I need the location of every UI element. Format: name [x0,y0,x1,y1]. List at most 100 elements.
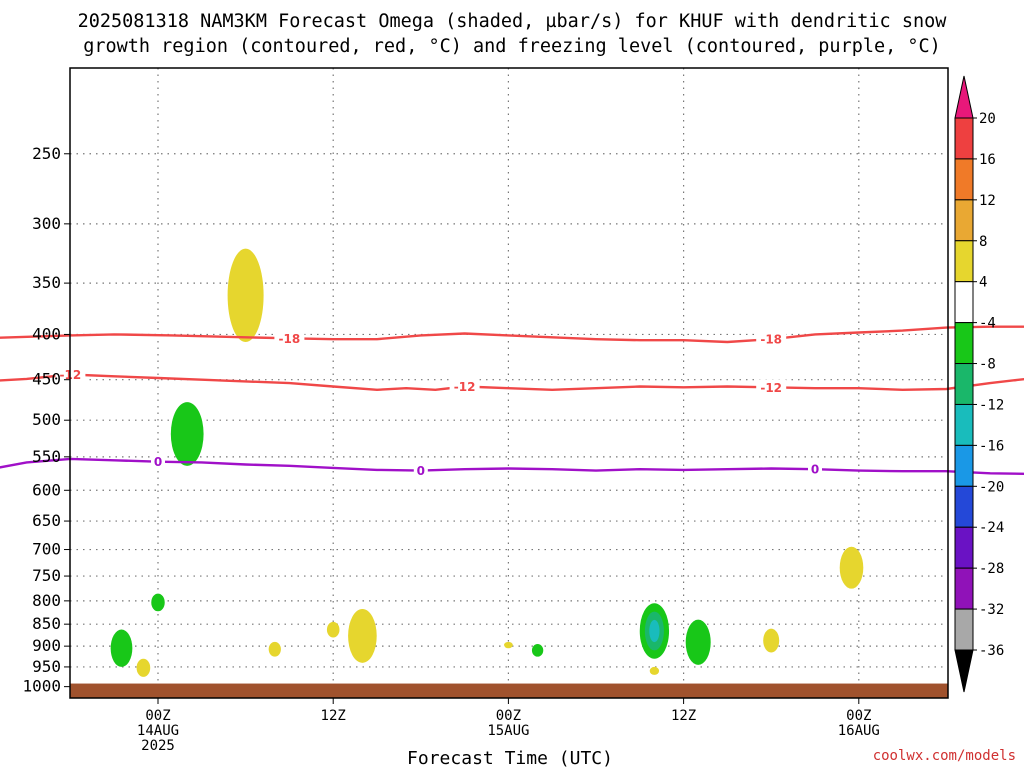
colorbar-label-7: -12 [979,397,1004,413]
terrain-block [70,683,948,698]
x-tick-label-1-1: 12Z [321,708,346,724]
x-tick-label-4-1: 00Z [846,708,871,724]
colorbar-bottom-arrow [954,649,974,693]
colorbar-box-5 [954,322,974,365]
y-tick-label-350: 350 [32,273,61,292]
colorbar-box-10 [954,526,974,569]
omega-blob-1 [170,402,204,466]
omega-blob-2 [151,593,165,612]
omega-blob-14 [839,546,864,589]
x-tick-label-0-3: 2025 [141,738,175,754]
omega-colorbar: 20 16 12 8 4 -4 -8 -12 -16 -20 -24 -28 -32 -36 [954,75,1004,693]
colorbar-label-12: -32 [979,602,1004,618]
x-tick-label-3-1: 12Z [671,708,696,724]
colorbar-label-1: 16 [979,152,996,168]
y-tick-label-1000: 1000 [22,677,61,696]
contour-label--18-2: -18 [760,333,782,347]
colorbar-box-3 [954,240,974,283]
contour-label-bg--12-1 [449,378,480,395]
colorbar-label-4: 4 [979,275,987,291]
y-tick-label-600: 600 [32,480,61,499]
colorbar-label-13: -36 [979,643,1004,659]
contour-label--12-2: -12 [760,381,782,395]
y-tick-label-400: 400 [32,324,61,343]
contour-label-bg--18-2 [756,331,787,348]
colorbar-label-2: 12 [979,193,996,209]
colorbar-box-9 [954,485,974,528]
chart-title-line2: growth region (contoured, red, °C) and f… [83,36,941,57]
contour-line-0 [0,457,1024,475]
plot-frame [69,67,949,699]
x-tick-label-0-2: 14AUG [137,723,179,739]
colorbar-label-10: -24 [979,520,1004,536]
contour-label--18-1: -18 [279,332,301,346]
contour-label-bg-0-2 [808,461,822,478]
contour-label-0-0: 0 [154,455,162,469]
contour-label-bg-0-0 [151,453,165,470]
terrain-fill [70,683,948,698]
time-gridlines [157,68,860,698]
chart-title-line1: 2025081318 NAM3KM Forecast Omega (shaded… [78,11,948,32]
contour-label-0-2: 0 [811,463,819,477]
y-tick-label-250: 250 [32,144,61,163]
colorbar-box-7 [954,403,974,446]
colorbar-label-8: -16 [979,438,1004,454]
colorbar-top-arrow [954,75,974,119]
y-tick-label-900: 900 [32,636,61,655]
omega-blob-0 [227,248,264,343]
x-tick-label-2-2: 15AUG [487,723,529,739]
omega-blob-9 [531,643,544,657]
x-axis-label: Forecast Time (UTC) [407,748,613,768]
contour-label-bg--12-2 [756,379,787,396]
pressure-axis: 250 300 350 400 450 500 550 600 650 700 750 800 850 9… [22,144,70,696]
omega-blob-11 [685,619,711,665]
x-tick-label-0-1: 00Z [145,708,170,724]
y-tick-label-850: 850 [32,614,61,633]
plot-border [69,67,949,699]
omega-blob-5 [268,641,281,657]
y-tick-label-750: 750 [32,566,61,585]
colorbar-label-0: 20 [979,111,996,127]
colorbar-box-1 [954,158,974,201]
colorbar-box-4 [954,281,974,324]
colorbar-label-6: -8 [979,357,996,373]
y-tick-label-950: 950 [32,657,61,676]
omega-blob-13 [763,628,780,653]
colorbar-box-0 [954,117,974,160]
omega-blob-4 [136,658,151,677]
omega-blob-6 [326,621,340,638]
colorbar-label-11: -28 [979,561,1004,577]
contour-line--12 [0,373,1024,392]
colorbar-box-2 [954,199,974,242]
y-tick-label-700: 700 [32,540,61,559]
contour-line--18 [0,325,1024,344]
y-tick-label-450: 450 [32,370,61,389]
y-tick-label-500: 500 [32,410,61,429]
contour-label--12-1: -12 [454,380,476,394]
omega-blob-7 [348,608,377,663]
colorbar-label-5: -4 [979,316,996,332]
colorbar-label-9: -20 [979,479,1004,495]
x-tick-label-2-1: 00Z [496,708,521,724]
contour-label-0-1: 0 [417,464,425,478]
x-tick-label-4-2: 16AUG [838,723,880,739]
omega-blob-3 [110,629,133,667]
omega-blob-8 [504,641,513,649]
omega-shading [110,248,864,677]
y-tick-label-800: 800 [32,591,61,610]
plot-background [70,68,948,698]
colorbar-box-12 [954,608,974,651]
plot-area [70,68,948,698]
contour-label-bg-0-1 [413,462,428,479]
colorbar-box-6 [954,363,974,405]
y-tick-label-650: 650 [32,511,61,530]
credit-text: coolwx.com/models [873,748,1016,764]
colorbar-box-11 [954,567,974,610]
colorbar-box-8 [954,444,974,487]
contour-label-bg--18-1 [274,330,305,347]
omega-blob-12 [649,666,660,675]
omega-blob-10-core [649,619,660,643]
